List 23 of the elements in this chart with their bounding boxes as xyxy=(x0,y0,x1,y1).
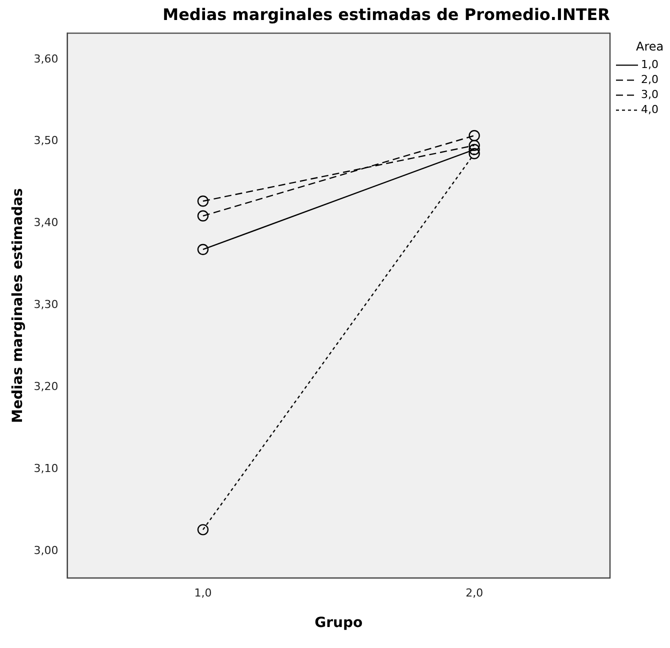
point xyxy=(468,130,480,142)
point xyxy=(468,148,480,160)
legend-title: Area xyxy=(636,39,664,54)
y-tick-label: 3,00 xyxy=(34,544,58,557)
point xyxy=(197,196,209,207)
y-axis-title: Medias marginales estimadas xyxy=(10,188,26,423)
chart-title: Medias marginales estimadas de Promedio.INTER xyxy=(162,4,610,24)
point xyxy=(197,244,209,256)
y-tick-label: 3,10 xyxy=(34,462,58,475)
legend-label: 1,0 xyxy=(641,58,658,72)
y-tick-label: 3,30 xyxy=(34,298,58,312)
y-tick-label: 3,20 xyxy=(34,380,58,393)
point xyxy=(468,144,480,156)
y-tick-label: 3,60 xyxy=(34,52,58,66)
legend-label: 4,0 xyxy=(641,103,658,116)
legend-label: 3,0 xyxy=(641,88,658,102)
x-axis-title: Grupo xyxy=(314,615,364,632)
point xyxy=(197,524,209,536)
point xyxy=(468,140,480,152)
y-tick-label: 3,50 xyxy=(34,134,58,148)
legend-label: 2,0 xyxy=(641,73,658,86)
y-tick-label: 3,40 xyxy=(34,216,58,230)
point xyxy=(197,210,209,222)
